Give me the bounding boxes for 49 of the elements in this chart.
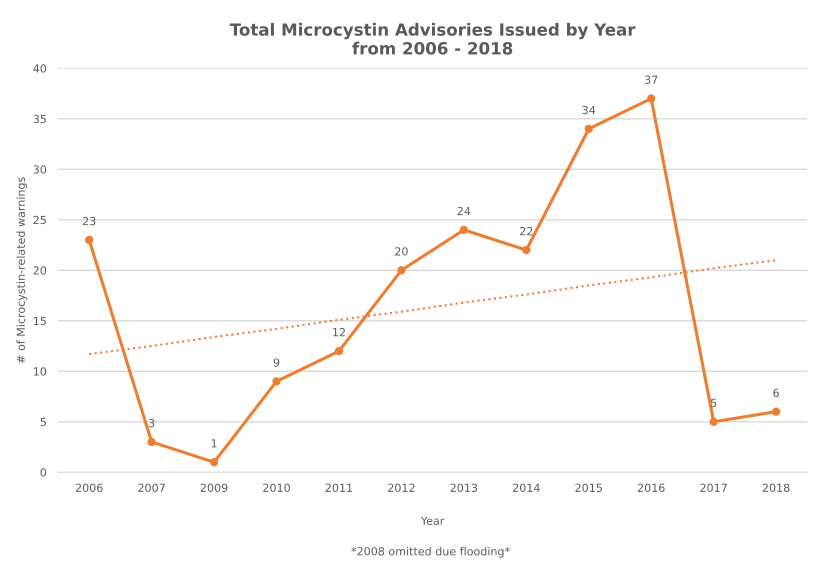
y-axis-title: # of Microcystin-related warnings [16,177,28,363]
x-tick-label: 2017 [700,484,727,492]
y-tick-label: 15 [34,316,46,326]
data-label: 1 [212,439,217,448]
x-tick-label: 2015 [575,484,602,492]
x-tick-label: 2007 [138,484,165,492]
data-label: 9 [274,358,280,367]
y-tick-label: 20 [34,266,46,275]
data-label: 24 [458,206,470,216]
y-tick-label: 5 [40,418,46,426]
x-tick-label: 2013 [450,484,478,492]
data-label: 22 [520,227,532,236]
text: *2008 omitted due flooding* [351,546,510,558]
point [772,408,780,416]
y-tick-label: 0 [40,468,46,477]
x-tick-label: 2012 [388,484,414,492]
point [334,346,344,356]
point [584,124,593,134]
data-label: 23 [82,216,96,226]
x-tick-label: 2006 [76,484,103,492]
point [522,246,530,254]
data-label: 5 [710,398,716,408]
x-tick-label: 2010 [263,484,290,492]
point [709,418,718,426]
data-label: 3 [148,418,154,428]
y-tick-label: 40 [33,64,46,73]
point [85,236,94,244]
x-axis-title: Year [420,516,444,525]
point [460,226,468,234]
data-label: 20 [395,247,408,256]
y-tick-label: 35 [34,114,46,124]
point [147,438,156,446]
point [397,266,406,274]
x-tick-label: 2018 [762,484,790,492]
point [210,458,218,466]
y-tick-label: 25 [34,216,46,224]
x-tick-label: 2011 [326,484,352,492]
x-tick-label: 2016 [638,484,665,492]
y-tick-label: 30 [34,165,46,174]
data-label: 37 [644,76,658,84]
data-label: 12 [333,328,345,336]
x-tick-label: 2009 [200,484,228,492]
x-tick-label: 2014 [512,484,540,492]
y-tick-label: 10 [34,367,46,376]
data-label: 34 [582,106,596,114]
chart-title: Total Microcystin Advisories Issued by Year from 2006 - 2018 [230,22,636,55]
point [647,94,656,103]
data-label: 6 [773,388,779,398]
point [272,377,281,386]
